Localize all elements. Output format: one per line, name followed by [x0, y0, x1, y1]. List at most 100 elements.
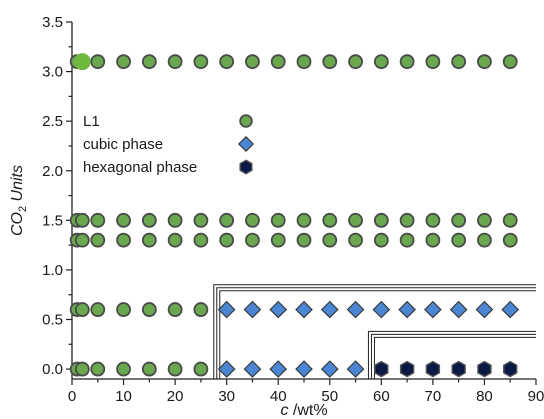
- x-axis-title-variable: c: [280, 402, 288, 419]
- data-markers: [69, 53, 520, 378]
- x-tick-label: 10: [115, 388, 132, 405]
- hexagonal-phase-point: [425, 360, 441, 378]
- l1-point: [502, 232, 518, 248]
- y-tick-label: 2.5: [42, 113, 63, 130]
- l1-point: [90, 232, 106, 248]
- x-tick-label: 70: [425, 388, 442, 405]
- l1-point: [425, 54, 441, 70]
- l1-point: [373, 232, 389, 248]
- l1-point: [270, 232, 286, 248]
- l1-point: [167, 361, 183, 377]
- y-axis-title-rest: Units: [9, 165, 26, 206]
- l1-point: [90, 212, 106, 228]
- y-axis-title: CO2 Units: [9, 165, 29, 236]
- l1-point: [477, 212, 492, 228]
- l1-point: [116, 361, 131, 377]
- y-tick-label: 3.0: [42, 64, 63, 81]
- hexagonal-phase-point: [374, 360, 389, 378]
- x-tick-label: 30: [218, 388, 235, 405]
- y-tick-label: 2.0: [42, 163, 63, 180]
- cubic-phase-point: [320, 300, 339, 319]
- hexagonal-phase-point: [477, 360, 492, 378]
- l1-point: [245, 54, 260, 70]
- l1-point: [193, 232, 209, 248]
- l1-point: [167, 54, 183, 70]
- region-boundary-line-0-0: [213, 284, 536, 379]
- l1-point: [116, 54, 131, 70]
- l1-point: [322, 54, 338, 70]
- l1-point: [74, 361, 90, 377]
- l1-point: [167, 232, 183, 248]
- l1-point: [425, 212, 441, 228]
- l1-point: [296, 54, 312, 70]
- l1-point: [348, 212, 363, 228]
- cubic-phase-point: [217, 360, 236, 378]
- y-tick-label: 1.0: [42, 262, 63, 279]
- l1-point: [167, 302, 183, 317]
- cubic-phase-point: [269, 360, 288, 378]
- l1-point: [477, 54, 492, 70]
- l1-point: [322, 212, 338, 228]
- l1-point: [373, 212, 389, 228]
- l1-point: [141, 302, 157, 317]
- legend: L1 cubic phase hexagonal phase: [83, 113, 255, 176]
- l1-point: [193, 361, 209, 377]
- cubic-phase-point: [372, 300, 391, 319]
- l1-point: [399, 212, 415, 228]
- y-axis-title-prefix: CO: [9, 212, 26, 236]
- l1-point: [193, 212, 209, 228]
- cubic-phase-point: [243, 300, 262, 319]
- l1-point: [425, 232, 441, 248]
- l1-point: [245, 212, 260, 228]
- l1-point: [193, 302, 209, 317]
- l1-point: [296, 232, 312, 248]
- axes: 0 10 20 30 40 50 60 70 80 90 0.0 0.5 1.0 1.5 2.0 2.5 3.0…: [42, 14, 544, 405]
- l1-point: [373, 54, 389, 70]
- l1-point: [219, 54, 235, 70]
- l1-point: [193, 54, 209, 70]
- cubic-phase-point: [295, 360, 313, 378]
- cubic-phase-point: [501, 300, 520, 319]
- l1-point: [116, 212, 131, 228]
- y-axis-title-subscript: 2: [17, 206, 29, 212]
- legend-marker-l1: [239, 114, 253, 128]
- cubic-phase-point: [398, 300, 416, 319]
- x-tick-label: 20: [167, 388, 184, 405]
- l1-point: [270, 54, 286, 70]
- l1-point: [141, 54, 157, 70]
- l1-point: [399, 54, 415, 70]
- l1-point: [141, 212, 157, 228]
- y-tick-label: 0.0: [42, 361, 63, 378]
- l1-point: [219, 232, 235, 248]
- l1-point: [502, 54, 518, 70]
- y-tick-label: 1.5: [42, 212, 63, 229]
- hexagonal-phase-point: [451, 360, 466, 378]
- l1-point: [477, 232, 492, 248]
- legend-label-l1: L1: [83, 113, 100, 130]
- cubic-phase-point: [424, 300, 442, 319]
- l1-point: [399, 232, 415, 248]
- l1-point: [451, 212, 467, 228]
- l1-point: [451, 232, 467, 248]
- l1-point: [74, 302, 90, 317]
- cubic-phase-point: [346, 360, 365, 378]
- x-axis-title: c /wt%: [280, 402, 327, 419]
- cubic-phase-point: [346, 300, 365, 319]
- legend-label-cubic-phase: cubic phase: [83, 136, 163, 153]
- x-tick-label: 50: [321, 388, 338, 405]
- cubic-phase-point: [243, 360, 262, 378]
- x-tick-label: 80: [476, 388, 493, 405]
- l1-point: [296, 212, 312, 228]
- y-tick-label: 3.5: [42, 14, 63, 31]
- highlight-point: [73, 53, 91, 71]
- l1-point: [116, 302, 131, 317]
- region-boundary-line-0-1: [216, 287, 536, 379]
- l1-point: [74, 212, 90, 228]
- x-tick-label: 40: [270, 388, 287, 405]
- cubic-phase-point: [320, 360, 339, 378]
- l1-point: [167, 212, 183, 228]
- l1-point: [245, 232, 260, 248]
- l1-point: [90, 54, 106, 70]
- l1-point: [141, 361, 157, 377]
